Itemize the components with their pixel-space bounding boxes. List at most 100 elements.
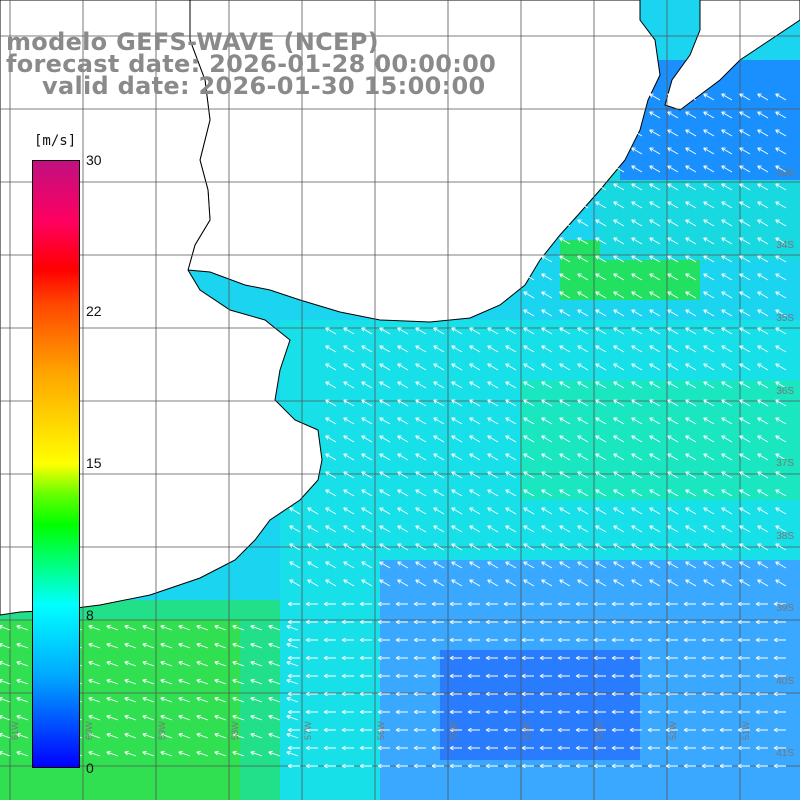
wind-arrow xyxy=(397,435,409,443)
lon-label: 52W xyxy=(668,721,678,740)
wind-arrow xyxy=(287,673,300,679)
wind-arrow xyxy=(160,642,173,649)
wind-arrow xyxy=(214,750,227,757)
wind-arrow xyxy=(703,255,715,263)
wind-arrow xyxy=(775,129,787,137)
wind-arrow xyxy=(307,579,319,587)
wind-arrow xyxy=(395,709,408,715)
wind-arrow xyxy=(631,453,643,461)
wind-arrow xyxy=(721,363,733,371)
wind-arrow xyxy=(485,601,498,607)
wind-arrow xyxy=(721,111,733,119)
wind-arrow xyxy=(325,345,337,353)
wind-arrow xyxy=(595,381,607,389)
wind-arrow xyxy=(757,309,769,317)
wind-arrow xyxy=(431,637,444,643)
wind-arrow xyxy=(613,327,625,335)
wind-arrow xyxy=(683,601,696,607)
wind-arrow xyxy=(631,417,643,425)
wind-arrow xyxy=(647,655,660,661)
wind-arrow xyxy=(647,619,660,625)
wind-arrow xyxy=(629,691,642,697)
wind-arrow xyxy=(737,655,750,661)
wind-arrow xyxy=(305,637,318,643)
wind-arrow xyxy=(287,709,300,715)
wind-arrow xyxy=(703,435,715,443)
wind-arrow xyxy=(250,732,263,739)
wind-arrow xyxy=(667,201,679,209)
wind-arrow xyxy=(415,471,427,479)
wind-arrow xyxy=(703,471,715,479)
wind-arrow xyxy=(469,579,481,587)
title-model: modelo GEFS-WAVE (NCEP) xyxy=(6,28,379,56)
wind-arrow xyxy=(196,696,209,703)
wind-arrow xyxy=(667,273,679,281)
wind-arrow xyxy=(593,727,606,733)
wind-arrow xyxy=(539,763,552,769)
wind-arrow xyxy=(773,673,786,679)
wind-arrow xyxy=(593,655,606,661)
wind-arrow xyxy=(0,732,11,739)
wind-arrow xyxy=(739,471,751,479)
wind-arrow xyxy=(503,601,516,607)
wind-arrow xyxy=(577,309,589,317)
wind-arrow xyxy=(361,525,373,533)
wind-arrow xyxy=(775,219,787,227)
wind-arrow xyxy=(757,363,769,371)
wind-arrow xyxy=(379,489,391,497)
wind-arrow xyxy=(593,619,606,625)
wind-arrow xyxy=(737,691,750,697)
wind-arrow xyxy=(667,327,679,335)
wind-arrow xyxy=(593,691,606,697)
wind-arrow xyxy=(685,453,697,461)
wind-arrow xyxy=(325,399,337,407)
wind-arrow xyxy=(323,619,336,625)
wind-arrow xyxy=(214,642,227,649)
wind-arrow xyxy=(721,579,733,587)
wind-arrow xyxy=(289,525,301,533)
wind-arrow xyxy=(665,763,678,769)
wind-arrow xyxy=(343,327,355,335)
wind-arrow xyxy=(719,745,732,751)
wind-arrow xyxy=(287,619,300,625)
wind-arrow xyxy=(16,678,29,685)
wind-arrow xyxy=(451,453,463,461)
wind-arrow xyxy=(685,219,697,227)
wind-arrow xyxy=(703,309,715,317)
wind-arrow xyxy=(577,201,589,209)
wind-arrow xyxy=(16,696,29,703)
wind-arrow xyxy=(685,201,697,209)
wind-arrow xyxy=(559,453,571,461)
wind-arrow xyxy=(721,165,733,173)
wind-arrow xyxy=(415,381,427,389)
wind-arrow xyxy=(289,579,301,587)
wind-arrow xyxy=(775,363,787,371)
wind-arrow xyxy=(755,619,768,625)
wind-arrow xyxy=(613,399,625,407)
wind-arrow xyxy=(485,727,498,733)
wind-arrow xyxy=(487,435,499,443)
wind-arrow xyxy=(451,471,463,479)
wind-arrow xyxy=(701,763,714,769)
wind-arrow xyxy=(631,255,643,263)
wind-arrow xyxy=(160,696,173,703)
wind-arrow xyxy=(361,345,373,353)
wind-arrow xyxy=(577,507,589,515)
wind-arrow xyxy=(739,435,751,443)
wind-arrow xyxy=(325,381,337,389)
wind-arrow xyxy=(665,745,678,751)
wind-arrow xyxy=(523,417,535,425)
wind-arrow xyxy=(431,601,444,607)
wind-arrow xyxy=(629,709,642,715)
wind-arrow xyxy=(629,727,642,733)
wind-arrow xyxy=(559,507,571,515)
wind-arrow xyxy=(775,417,787,425)
wind-arrow xyxy=(757,147,769,155)
wind-arrow xyxy=(721,525,733,533)
wind-arrow xyxy=(775,489,787,497)
wind-arrow xyxy=(287,727,300,733)
wind-arrow xyxy=(268,660,281,667)
wind-arrow xyxy=(557,727,570,733)
wind-arrow xyxy=(397,579,409,587)
wind-arrow xyxy=(469,399,481,407)
